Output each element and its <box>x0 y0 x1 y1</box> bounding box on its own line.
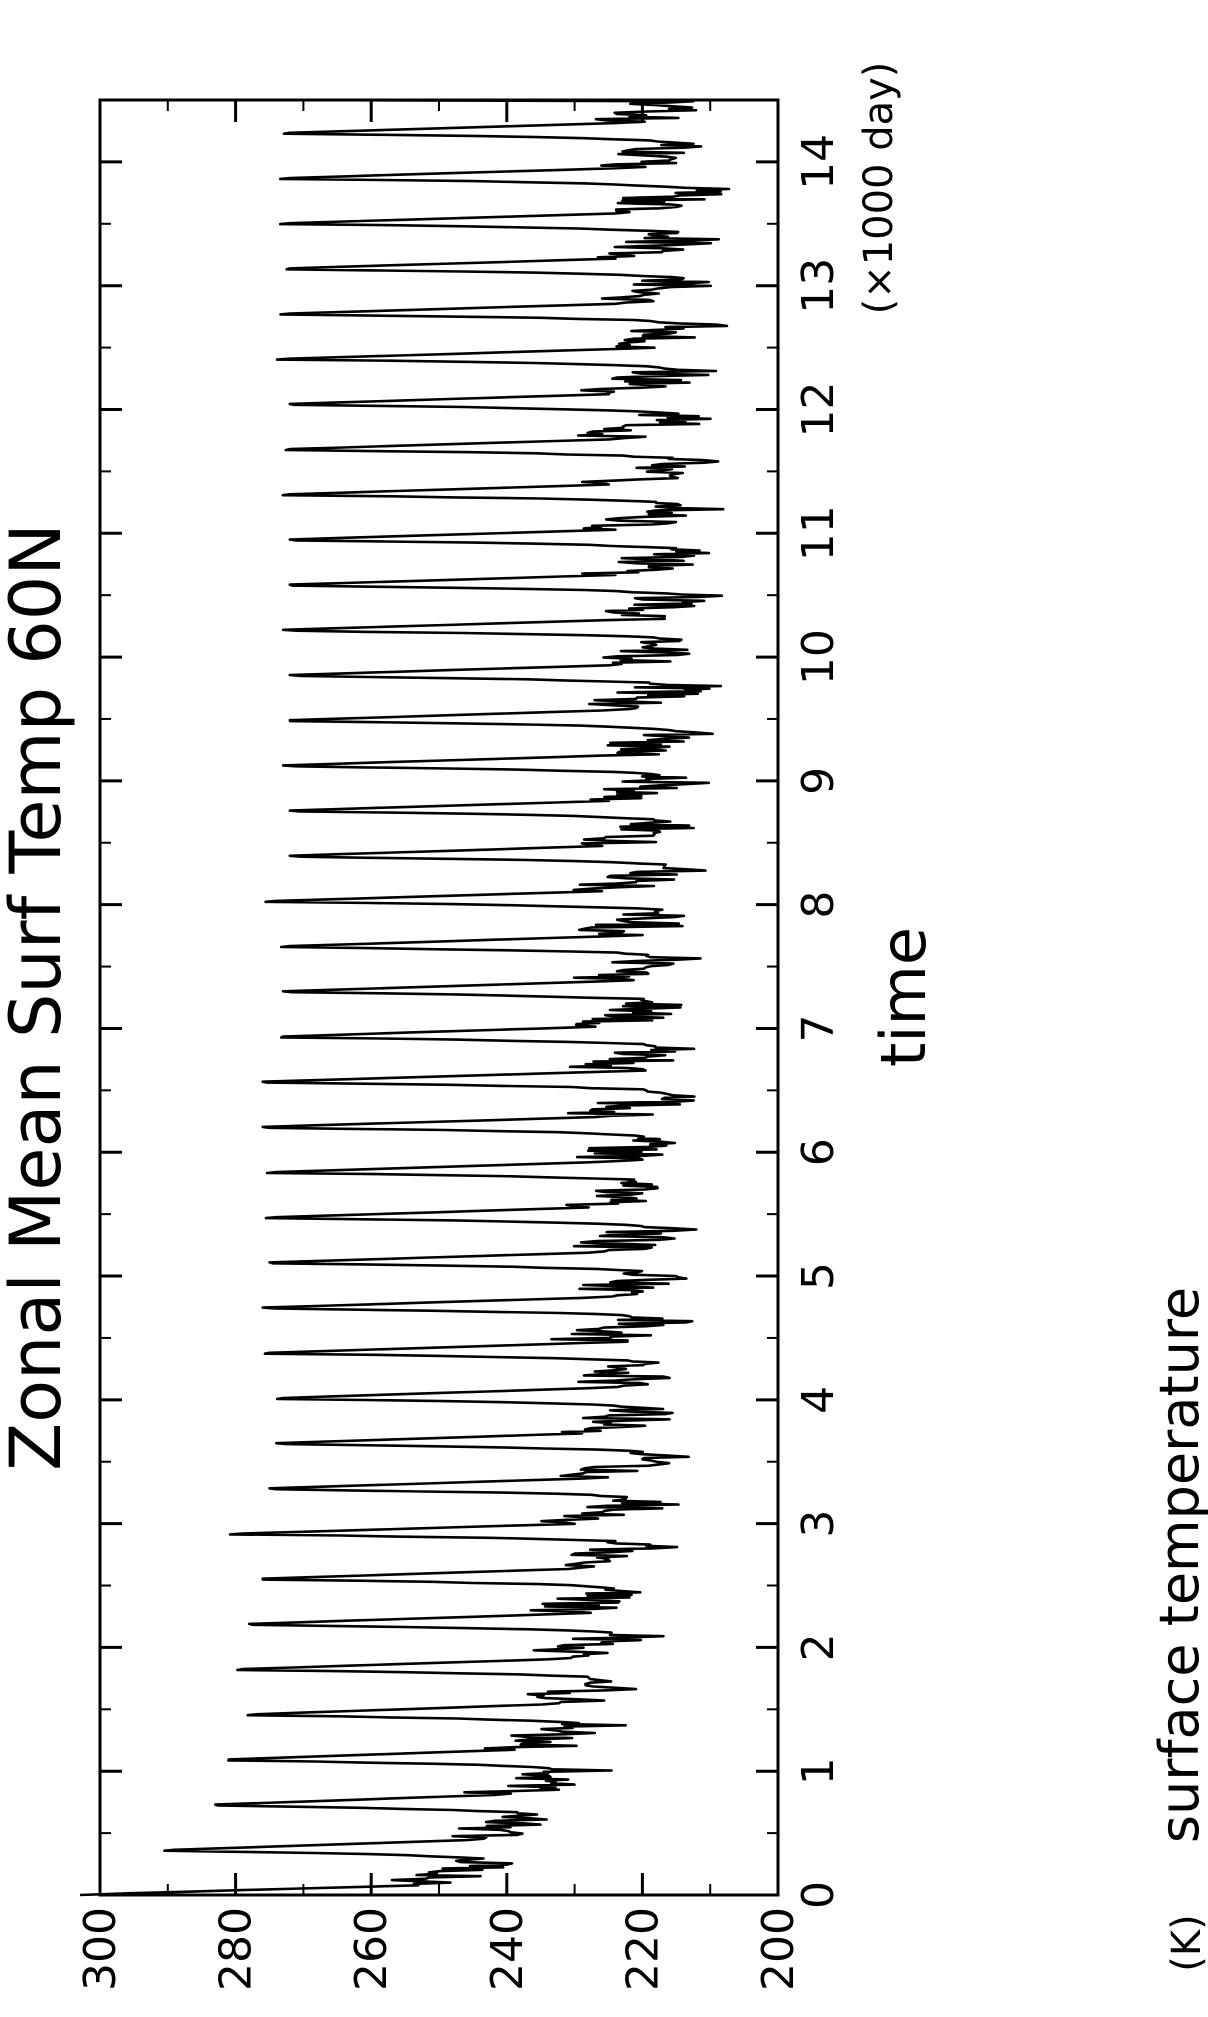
x-tick-label: 8 <box>793 891 844 919</box>
x-tick-label: 1 <box>793 1757 844 1785</box>
x-tick-label: 7 <box>793 1014 844 1042</box>
y-tick-label: 260 <box>346 1907 397 1991</box>
x-tick-label: 4 <box>793 1386 844 1414</box>
x-tick-label: 9 <box>793 767 844 795</box>
y-tick-label: 220 <box>617 1907 668 1991</box>
x-tick-label: 10 <box>793 629 844 685</box>
x-tick-label: 0 <box>793 1881 844 1909</box>
x-tick-label: 5 <box>793 1262 844 1290</box>
x-tick-label: 6 <box>793 1138 844 1166</box>
x-tick-label: 2 <box>793 1633 844 1661</box>
y-tick-label: 240 <box>482 1907 533 1991</box>
y-tick-label: 300 <box>75 1907 126 1991</box>
y-axis-label: surface temperature <box>1148 1287 1208 1843</box>
x-tick-label: 3 <box>793 1510 844 1538</box>
x-tick-label: 11 <box>793 505 844 561</box>
y-tick-label: 200 <box>753 1907 804 1991</box>
y-axis-unit: (K) <box>1164 1914 1208 1971</box>
x-axis-unit: (×1000 day) <box>856 62 902 315</box>
x-tick-label: 12 <box>793 381 844 437</box>
x-axis-label: time <box>867 927 940 1067</box>
series-line <box>79 98 731 1897</box>
x-tick-label: 14 <box>793 134 844 190</box>
y-tick-label: 280 <box>211 1907 262 1991</box>
x-tick-label: 13 <box>793 258 844 314</box>
chart-title: Zonal Mean Surf Temp 60N <box>0 523 77 1470</box>
